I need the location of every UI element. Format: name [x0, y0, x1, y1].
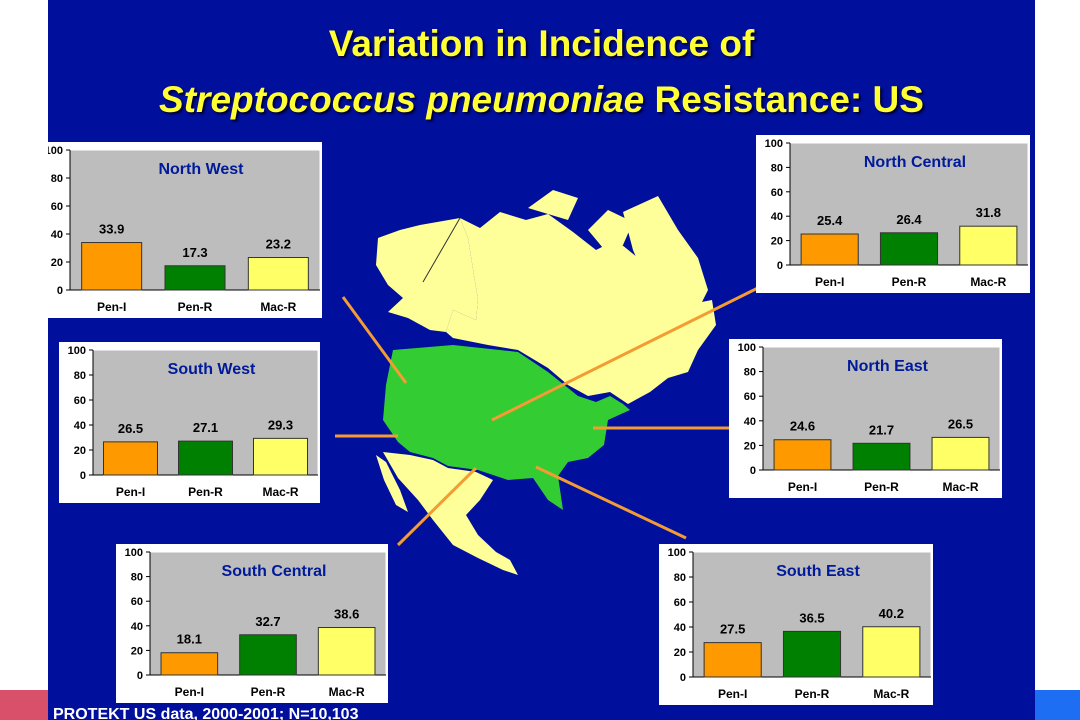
baja-landmass [376, 455, 408, 512]
slide-title: Variation in Incidence of Streptococcus … [48, 16, 1035, 128]
title-species: Streptococcus pneumoniae [159, 79, 645, 120]
alaska-border [422, 217, 461, 283]
us-landmass [383, 345, 630, 510]
north-america-map [335, 190, 791, 575]
title-line-2-rest: Resistance: US [644, 79, 924, 120]
title-line-2: Streptococcus pneumoniae Resistance: US [48, 72, 1035, 128]
canada-landmass [446, 212, 716, 404]
connector-south-central [396, 466, 478, 547]
connector-north-central [491, 270, 791, 422]
arctic-islands [528, 190, 673, 262]
title-line-1: Variation in Incidence of [328, 23, 755, 64]
right-edge-strip [1035, 690, 1080, 720]
connector-north-west [341, 296, 408, 384]
connector-south-east [535, 465, 687, 540]
source-footnote: PROTEKT US data, 2000-2001; N=10,103 [53, 706, 359, 720]
left-edge-strip [0, 690, 48, 720]
greenland-landmass [623, 196, 708, 350]
region-connectors [335, 270, 791, 547]
slide: Variation in Incidence of Streptococcus … [48, 0, 1035, 720]
mexico-landmass [383, 452, 518, 575]
